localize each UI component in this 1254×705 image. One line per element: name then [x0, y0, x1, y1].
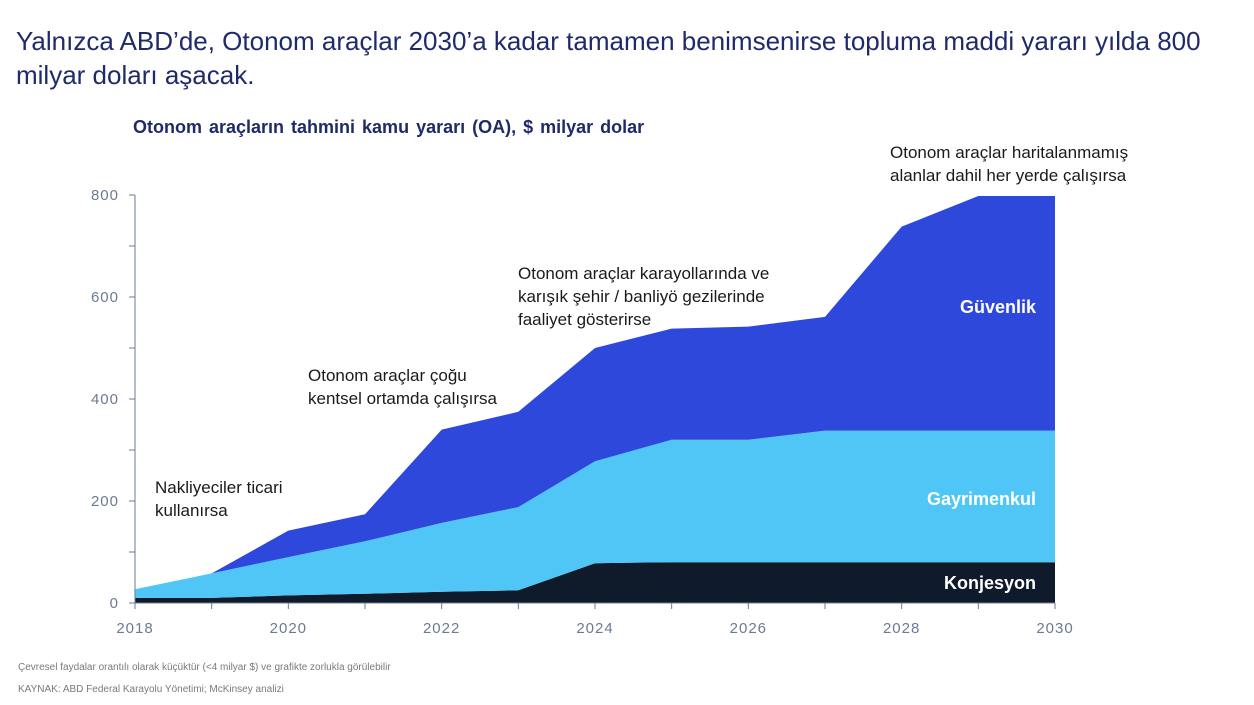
y-tick-label: 400 [91, 391, 119, 408]
annotation-highways: Otonom araçlar karayollarında ve karışık… [518, 262, 769, 331]
area-guvenlik [135, 196, 1055, 590]
x-tick-label: 2018 [116, 620, 153, 637]
y-tick-label: 0 [110, 595, 119, 612]
footnote-source: KAYNAK: ABD Federal Karayolu Yönetimi; M… [18, 684, 284, 695]
annotation-line: karışık şehir / banliyö gezilerinde [518, 287, 765, 306]
annotation-line: faaliyet gösterirse [518, 310, 652, 329]
annotation-line: Otonom araçlar çoğu [308, 366, 467, 385]
area-gayrimenkul [135, 430, 1055, 598]
chart-title: Otonom araçların tahmini kamu yararı (OA… [133, 117, 645, 137]
series-label-guvenlik: Güvenlik [959, 297, 1036, 317]
x-tick-label: 2024 [576, 620, 613, 637]
series-label-gayrimenkul: Gayrimenkul [926, 489, 1036, 509]
footnote-note: Çevresel faydalar orantılı olarak küçükt… [18, 662, 391, 673]
annotation-line: Otonom araçlar karayollarında ve [518, 264, 770, 283]
annotation-truckers: Nakliyeciler ticari kullanırsa [155, 476, 283, 522]
annotation-line: Otonom araçlar haritalanmamış [890, 143, 1129, 162]
annotation-line: kentsel ortamda çalışırsa [308, 389, 497, 408]
annotation-line: alanlar dahil her yerde çalışırsa [890, 166, 1127, 185]
x-tick-label: 2020 [270, 620, 307, 637]
y-tick-label: 800 [91, 187, 119, 204]
annotation-everywhere: Otonom araçlar haritalanmamış alanlar da… [890, 141, 1128, 187]
annotation-line: kullanırsa [155, 501, 228, 520]
annotation-line: Nakliyeciler ticari [155, 478, 283, 497]
area-konjesyon [135, 562, 1055, 603]
series-label-konjesyon: Konjesyon [943, 573, 1036, 593]
x-tick-label: 2028 [883, 620, 920, 637]
y-tick-label: 600 [91, 289, 119, 306]
x-tick-label: 2030 [1036, 620, 1073, 637]
headline: Yalnızca ABD’de, Otonom araçlar 2030’a k… [16, 26, 1201, 90]
x-tick-label: 2022 [423, 620, 460, 637]
x-tick-label: 2026 [730, 620, 767, 637]
y-tick-label: 200 [91, 493, 119, 510]
annotation-urban: Otonom araçlar çoğu kentsel ortamda çalı… [308, 364, 497, 410]
